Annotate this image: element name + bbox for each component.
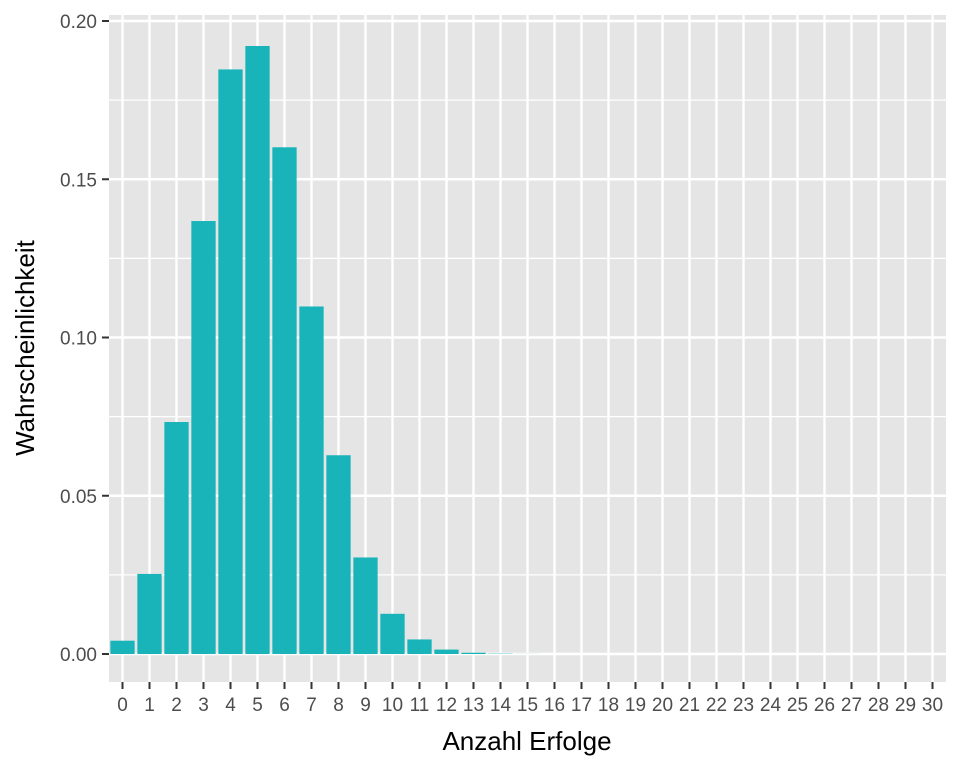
y-axis-title: Wahrscheinlichkeit xyxy=(10,239,40,456)
x-tick-label: 21 xyxy=(679,695,700,716)
bar xyxy=(407,639,432,654)
bar xyxy=(218,69,243,654)
x-tick-label: 14 xyxy=(490,695,512,716)
x-tick-label: 13 xyxy=(463,695,484,716)
x-tick-label: 2 xyxy=(171,695,182,716)
x-axis-title: Anzahl Erfolge xyxy=(442,726,611,756)
bar xyxy=(434,649,459,654)
x-tick-label: 5 xyxy=(252,695,263,716)
y-axis: 0.00 0.05 0.10 0.15 0.20 xyxy=(60,12,109,666)
x-tick-label: 17 xyxy=(571,695,592,716)
bar xyxy=(353,557,378,654)
x-tick-label: 16 xyxy=(544,695,565,716)
bar xyxy=(461,652,486,654)
y-tick-label: 0.05 xyxy=(60,487,97,508)
x-tick-label: 30 xyxy=(922,695,943,716)
bar xyxy=(326,455,351,654)
x-axis: 0 1 2 3 4 5 6 7 8 9 10 11 12 13 14 15 16 17 18 19 20 21 22 23 24… xyxy=(117,682,943,716)
x-tick-label: 0 xyxy=(117,695,128,716)
y-tick-label: 0.15 xyxy=(60,170,97,191)
x-tick-label: 26 xyxy=(814,695,835,716)
y-tick-label: 0.00 xyxy=(60,645,97,666)
x-tick-label: 7 xyxy=(306,695,317,716)
x-tick-label: 19 xyxy=(625,695,646,716)
bar xyxy=(164,422,189,654)
bars xyxy=(110,46,540,655)
x-tick-label: 28 xyxy=(868,695,889,716)
x-tick-label: 10 xyxy=(382,695,403,716)
x-tick-label: 15 xyxy=(517,695,538,716)
x-tick-label: 29 xyxy=(895,695,916,716)
x-tick-label: 22 xyxy=(706,695,727,716)
x-tick-label: 4 xyxy=(225,695,236,716)
x-tick-label: 20 xyxy=(652,695,673,716)
x-tick-label: 23 xyxy=(733,695,754,716)
x-tick-label: 9 xyxy=(360,695,371,716)
x-tick-label: 8 xyxy=(333,695,344,716)
x-tick-label: 18 xyxy=(598,695,619,716)
x-tick-label: 6 xyxy=(279,695,290,716)
bar xyxy=(380,613,405,654)
bar xyxy=(299,306,324,654)
x-tick-label: 3 xyxy=(198,695,209,716)
x-tick-label: 11 xyxy=(410,695,430,716)
bar xyxy=(110,640,135,654)
bar xyxy=(137,573,162,654)
x-tick-label: 12 xyxy=(436,695,457,716)
bar xyxy=(191,221,216,654)
bar xyxy=(272,147,297,654)
x-tick-label: 1 xyxy=(144,695,155,716)
y-tick-label: 0.10 xyxy=(60,329,97,350)
x-tick-label: 25 xyxy=(787,695,808,716)
x-tick-label: 27 xyxy=(841,695,862,716)
bar xyxy=(245,46,270,655)
y-tick-label: 0.20 xyxy=(60,12,97,33)
x-tick-label: 24 xyxy=(760,695,782,716)
